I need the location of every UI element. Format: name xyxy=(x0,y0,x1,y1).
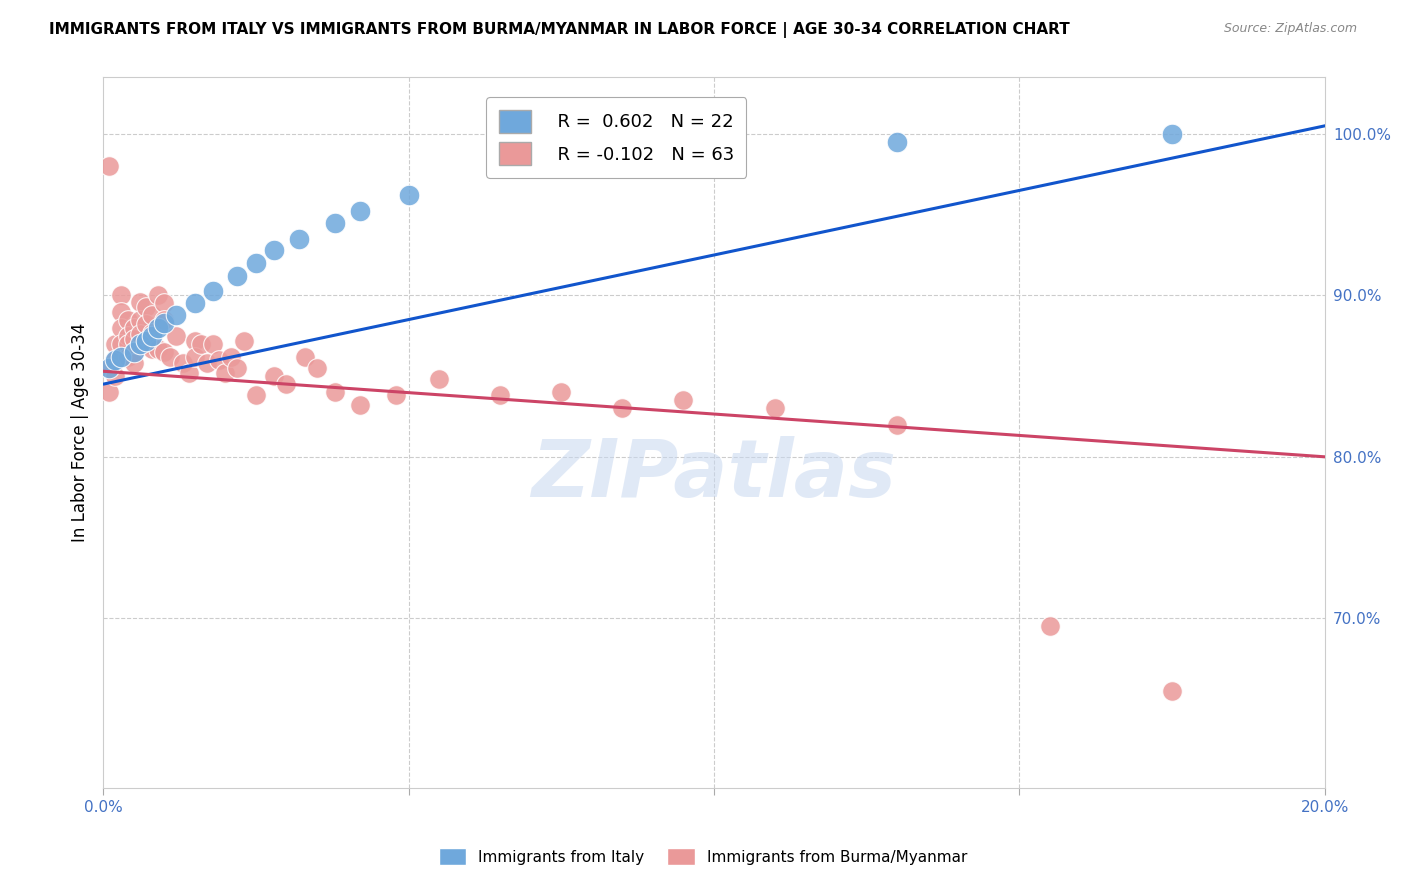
Point xyxy=(221,350,243,364)
Point xyxy=(226,268,249,283)
Point xyxy=(110,336,132,351)
Point xyxy=(153,344,176,359)
Point xyxy=(245,388,267,402)
Point xyxy=(122,320,145,334)
Point xyxy=(128,336,150,351)
Point xyxy=(146,342,169,356)
Point xyxy=(263,369,285,384)
Point xyxy=(172,356,194,370)
Point xyxy=(98,159,121,173)
Point xyxy=(153,316,176,330)
Point xyxy=(294,350,316,364)
Point xyxy=(184,334,207,348)
Point xyxy=(122,356,145,370)
Point xyxy=(104,353,127,368)
Point xyxy=(128,294,150,309)
Point xyxy=(349,398,371,412)
Point xyxy=(141,328,163,343)
Point xyxy=(104,336,127,351)
Point xyxy=(110,288,132,302)
Point xyxy=(104,369,127,384)
Point xyxy=(141,326,163,340)
Point xyxy=(177,366,200,380)
Point xyxy=(1161,127,1184,141)
Point xyxy=(349,204,371,219)
Point xyxy=(184,350,207,364)
Point xyxy=(98,385,121,400)
Point xyxy=(128,327,150,342)
Point xyxy=(612,401,634,416)
Point xyxy=(641,143,664,157)
Point xyxy=(117,328,139,343)
Point xyxy=(202,284,225,298)
Point xyxy=(159,350,181,364)
Legend: Immigrants from Italy, Immigrants from Burma/Myanmar: Immigrants from Italy, Immigrants from B… xyxy=(433,842,973,871)
Point xyxy=(110,304,132,318)
Text: IMMIGRANTS FROM ITALY VS IMMIGRANTS FROM BURMA/MYANMAR IN LABOR FORCE | AGE 30-3: IMMIGRANTS FROM ITALY VS IMMIGRANTS FROM… xyxy=(49,22,1070,38)
Point xyxy=(672,393,695,408)
Point xyxy=(190,336,212,351)
Point xyxy=(135,300,157,314)
Point xyxy=(202,336,225,351)
Point xyxy=(1161,684,1184,698)
Point xyxy=(117,336,139,351)
Point xyxy=(184,296,207,310)
Point xyxy=(165,308,187,322)
Point xyxy=(305,361,328,376)
Point xyxy=(550,385,572,400)
Text: ZIPatlas: ZIPatlas xyxy=(531,436,897,514)
Point xyxy=(135,318,157,332)
Y-axis label: In Labor Force | Age 30-34: In Labor Force | Age 30-34 xyxy=(72,323,89,542)
Point xyxy=(323,216,346,230)
Point xyxy=(1039,619,1062,633)
Point xyxy=(146,288,169,302)
Point xyxy=(117,312,139,326)
Point xyxy=(398,188,420,202)
Point xyxy=(141,342,163,356)
Point xyxy=(141,308,163,322)
Point xyxy=(104,353,127,368)
Legend:   R =  0.602   N = 22,   R = -0.102   N = 63: R = 0.602 N = 22, R = -0.102 N = 63 xyxy=(486,97,747,178)
Point xyxy=(98,361,121,376)
Point xyxy=(226,361,249,376)
Point xyxy=(135,334,157,348)
Point xyxy=(117,350,139,364)
Point xyxy=(263,243,285,257)
Point xyxy=(153,312,176,326)
Point xyxy=(489,388,512,402)
Point xyxy=(153,296,176,310)
Point xyxy=(122,332,145,346)
Point xyxy=(122,344,145,359)
Point xyxy=(110,350,132,364)
Point xyxy=(427,372,450,386)
Point xyxy=(110,320,132,334)
Point xyxy=(122,344,145,359)
Point xyxy=(214,366,236,380)
Point xyxy=(245,256,267,270)
Point xyxy=(276,377,298,392)
Point xyxy=(195,356,218,370)
Point xyxy=(323,385,346,400)
Point xyxy=(146,320,169,334)
Text: Source: ZipAtlas.com: Source: ZipAtlas.com xyxy=(1223,22,1357,36)
Point xyxy=(135,336,157,351)
Point xyxy=(886,417,908,432)
Point xyxy=(763,401,786,416)
Point xyxy=(385,388,408,402)
Point xyxy=(165,328,187,343)
Point xyxy=(98,361,121,376)
Point xyxy=(886,135,908,149)
Point xyxy=(287,232,309,246)
Point xyxy=(208,353,231,368)
Point xyxy=(232,334,254,348)
Point xyxy=(128,312,150,326)
